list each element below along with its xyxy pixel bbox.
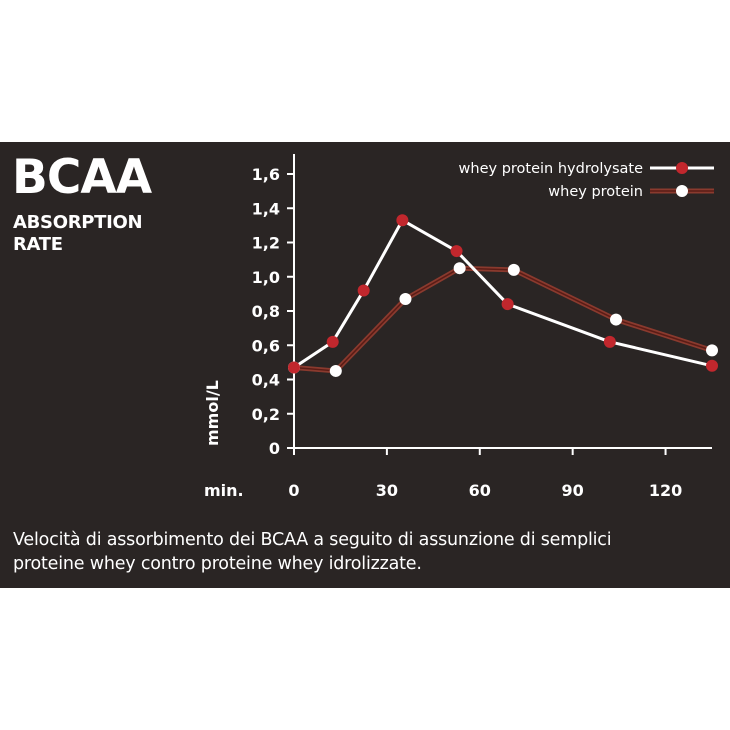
data-point [453,262,466,275]
series-line-0 [293,218,713,369]
data-point [706,344,718,357]
y-tick-label: 1,2 [252,234,280,253]
subtitle-line-1: ABSORPTION [13,212,143,233]
data-point [396,214,409,227]
data-point [357,284,370,297]
x-tick-label: 120 [649,481,682,500]
chart-legend: whey protein hydrolysate whey protein [459,161,714,200]
caption-line-1: Velocità di assorbimento dei BCAA a segu… [13,530,612,550]
y-tick-label: 0,4 [252,371,280,390]
y-tick-label: 1,0 [252,268,280,287]
y-tick-label: 0,8 [252,302,280,321]
y-tick-label: 1,4 [252,199,280,218]
x-tick-label: 0 [288,481,299,500]
subtitle-line-2: RATE [13,234,63,255]
y-tick-label: 0,2 [252,405,280,424]
series-points [288,214,718,377]
caption-line-2: proteine whey contro proteine whey idrol… [13,554,422,574]
chart-subtitle: ABSORPTION RATE [13,212,143,256]
data-point [501,298,514,311]
data-point [610,313,623,326]
x-tick-label: 30 [376,481,398,500]
y-axis-ticks: 0 0,2 0,4 0,6 0,8 1,0 1,2 1,4 1,6 [252,165,294,458]
chart-panel: BCAA ABSORPTION RATE 0 0,2 0,4 0,6 0,8 1,0 1,2… [0,142,730,588]
data-point [329,364,342,377]
data-point [507,263,520,276]
series-lines [293,218,713,374]
x-tick-label: 90 [562,481,584,500]
x-axis-label: min. [204,481,244,500]
chart-axes [293,154,712,449]
data-point [603,335,616,348]
series-line-1 [293,265,713,374]
data-point [288,361,300,374]
legend-marker-hydrolysate [676,162,688,174]
y-tick-label: 0 [269,439,280,458]
y-tick-label: 1,6 [252,165,280,184]
x-axis-ticks: 0 30 60 90 120 [288,448,682,500]
legend-label-whey: whey protein [548,184,643,200]
data-point [399,293,412,306]
y-axis-label: mmol/L [203,380,222,446]
data-point [326,335,339,348]
legend-marker-whey [676,185,688,197]
chart-caption: Velocità di assorbimento dei BCAA a segu… [13,528,723,576]
series-line-inner-1 [293,267,713,372]
legend-label-hydrolysate: whey protein hydrolysate [459,161,644,177]
line-chart: 0 0,2 0,4 0,6 0,8 1,0 1,2 1,4 1,6 0 30 60 90 120 mmo… [203,154,718,500]
data-point [706,359,718,372]
data-point [450,245,463,258]
x-tick-label: 60 [469,481,491,500]
y-tick-label: 0,6 [252,336,280,355]
chart-title: BCAA [12,150,152,205]
